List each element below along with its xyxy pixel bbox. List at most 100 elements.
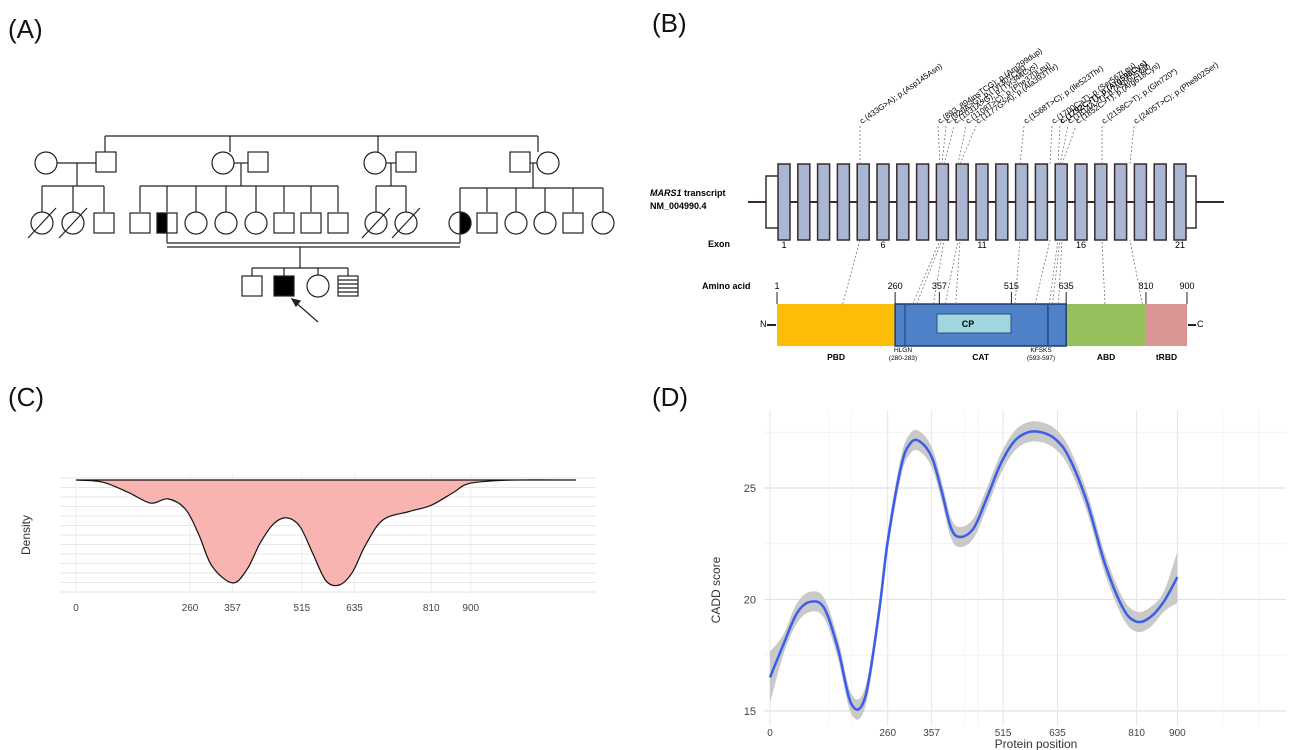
variant-leader — [1049, 125, 1053, 165]
density-x-tick: 900 — [462, 603, 479, 614]
cadd-y-label: CADD score — [709, 556, 723, 623]
exon-number: 16 — [1076, 240, 1086, 250]
exon-box — [896, 163, 910, 241]
aa-tick-label: 1 — [774, 281, 779, 291]
cp-box — [936, 313, 1012, 334]
cadd-x-tick: 515 — [995, 728, 1012, 739]
variant-connector — [933, 239, 945, 305]
cadd-x-label: Protein position — [995, 737, 1078, 750]
exon-box — [1014, 163, 1029, 241]
exon-box — [955, 163, 969, 241]
domain-pbd — [777, 304, 896, 346]
domain-label: tRBD — [1156, 352, 1177, 362]
density-x-tick: 635 — [346, 603, 363, 614]
variant-leader — [1057, 125, 1061, 165]
exon-box — [836, 163, 851, 241]
density-area — [75, 479, 577, 587]
variant-leader — [1059, 125, 1069, 165]
variant-label: c.(433G>A); p.(Asp145Asn) — [858, 62, 944, 126]
motif-hlgn-name: HLGN — [894, 347, 912, 354]
density-x-tick: 260 — [182, 603, 199, 614]
domain-cat-border — [894, 303, 1067, 347]
panel-label-b: (B) — [652, 8, 687, 38]
cadd-y-tick: 25 — [744, 483, 756, 495]
exon-box — [1054, 163, 1068, 241]
variant-connector — [944, 239, 959, 305]
density-y-label: Density — [19, 515, 33, 555]
variant-connector — [1048, 239, 1059, 305]
motif-kfsks-range: (593-597) — [1027, 355, 1055, 362]
cadd-x-tick: 260 — [879, 728, 896, 739]
variant-connector — [1034, 239, 1051, 305]
aa-tick-label: 810 — [1138, 281, 1153, 291]
motif-hlgn-range: (280-283) — [889, 355, 917, 362]
gene-protein-diagram: MARS1 transcript NM_004990.4 Exon Amino … — [650, 46, 1224, 362]
density-x-tick: 0 — [73, 603, 79, 614]
variant-connector — [1129, 239, 1143, 305]
density-x-tick: 810 — [423, 603, 440, 614]
pedigree-chart — [27, 135, 615, 323]
variant-connector — [912, 239, 941, 305]
aa-tick-label: 515 — [1004, 281, 1019, 291]
exon-axis-label: Exon — [708, 239, 730, 249]
variant-leader — [1061, 125, 1077, 165]
exon-box — [1133, 163, 1148, 241]
variant-leader — [957, 125, 967, 165]
aa-tick-label: 260 — [888, 281, 903, 291]
exon-box — [915, 163, 930, 241]
exon-box — [1034, 163, 1049, 241]
exon-number: 1 — [781, 240, 786, 250]
confidence-band — [770, 421, 1178, 720]
cadd-x-tick: 810 — [1128, 728, 1145, 739]
cadd-x-tick: 0 — [767, 728, 773, 739]
exon-number: 6 — [880, 240, 885, 250]
cadd-x-tick: 357 — [923, 728, 940, 739]
n-terminus-label: N — [760, 319, 767, 329]
variant-connector — [1057, 239, 1063, 305]
cadd-y-tick: 20 — [744, 594, 756, 606]
exon-box — [935, 163, 950, 241]
protein-diagram — [767, 303, 1196, 347]
exon-box — [975, 163, 989, 241]
panel-label-d: (D) — [652, 382, 689, 412]
motif-kfsks-name: KFSKS — [1030, 347, 1052, 354]
variant-leader — [1019, 125, 1025, 165]
domain-label: ABD — [1097, 352, 1115, 362]
domain-abd — [1066, 304, 1146, 346]
amino-acid-axis-label: Amino acid — [702, 281, 751, 291]
exon-box — [777, 163, 791, 241]
variant-connector — [842, 239, 861, 305]
cp-label: CP — [962, 319, 975, 329]
cadd-chart: CADD score Protein position 15 20 25 0 260 35… — [709, 410, 1286, 750]
aa-tick-label: 900 — [1179, 281, 1194, 291]
exon-box — [797, 163, 811, 241]
c-terminus-label: C — [1197, 319, 1204, 329]
domain-trbd — [1145, 304, 1187, 346]
aa-tick-label: 635 — [1059, 281, 1074, 291]
exon-box — [1074, 163, 1088, 241]
density-x-tick: 357 — [224, 603, 241, 614]
transcript-label: MARS1 transcript — [650, 188, 726, 198]
variant-leader — [943, 125, 955, 165]
variant-connector — [955, 239, 961, 305]
exon-box — [1173, 163, 1187, 241]
exon-group — [765, 163, 1197, 241]
motif-kfsks-bar — [1046, 304, 1049, 346]
exon-number: 11 — [977, 240, 986, 250]
panel-label-c: (C) — [8, 382, 45, 412]
density-chart: Density 0 260 357 515 635 810 900 — [19, 474, 596, 614]
exon-box — [1153, 163, 1167, 241]
aa-tick-label: 357 — [932, 281, 947, 291]
variant-connector — [1014, 239, 1021, 305]
variant-connector — [1052, 239, 1061, 305]
cadd-x-tick: 635 — [1049, 728, 1066, 739]
exon-box — [816, 163, 831, 241]
density-x-tick: 515 — [294, 603, 311, 614]
exon-number: 21 — [1175, 240, 1185, 250]
exon-box — [876, 163, 890, 241]
variant-connector — [1101, 239, 1106, 305]
panel-label-a: (A) — [8, 14, 43, 44]
cadd-y-tick: 15 — [744, 706, 756, 718]
variant-leader — [1129, 125, 1135, 165]
variant-connector — [916, 239, 943, 305]
